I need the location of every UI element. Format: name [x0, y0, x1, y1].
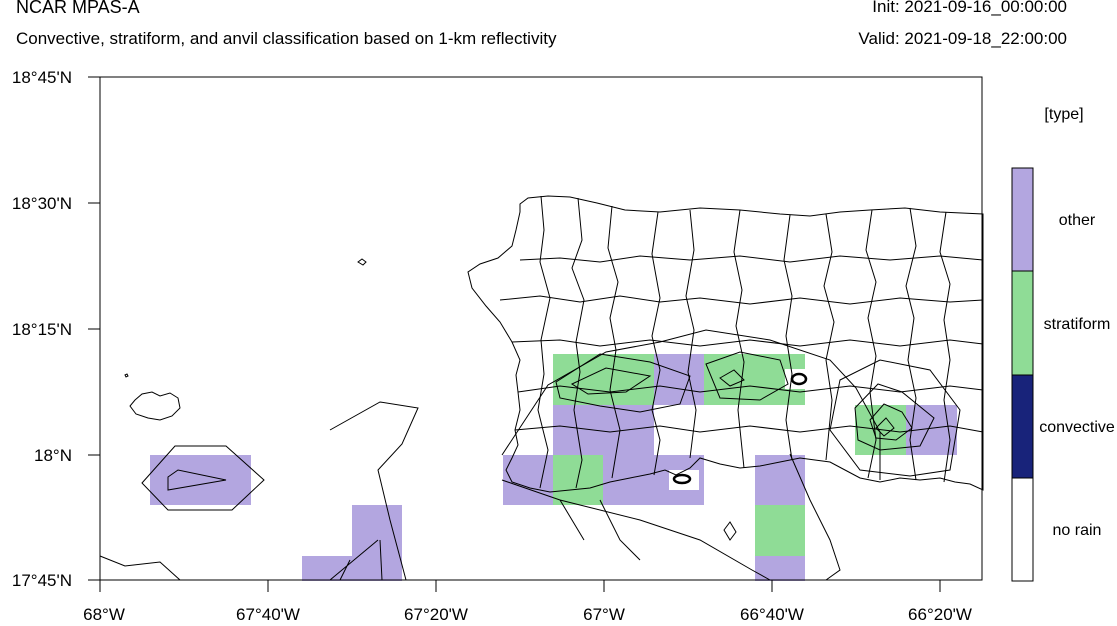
legend-label: other [1059, 212, 1096, 229]
x-ticks [99, 580, 941, 592]
legend-swatch-stratiform [1011, 270, 1034, 376]
municipal-boundaries [499, 195, 984, 489]
y-ticks [88, 76, 100, 581]
map-subtitle: Convective, stratiform, and anvil classi… [16, 29, 557, 48]
puerto-rico-coastline [467, 195, 984, 493]
stratiform-cells [553, 354, 906, 556]
legend-swatch-other [1011, 167, 1034, 272]
legend-title: [type] [1044, 106, 1083, 123]
legend-swatch-convective [1011, 374, 1034, 479]
legend-label: stratiform [1044, 316, 1111, 333]
y-tick-label: 18°15'N [12, 320, 72, 339]
mona-island [129, 391, 181, 421]
other-cell [150, 455, 251, 505]
legend-swatch-no-rain [1011, 477, 1034, 582]
southwest-coast-edge [99, 555, 181, 581]
y-tick-label: 17°45'N [12, 571, 72, 590]
y-tick-label: 18°N [34, 446, 72, 465]
contours [141, 329, 961, 581]
legend-label: no rain [1053, 522, 1102, 539]
x-tick-label: 67°40'W [236, 605, 300, 624]
legend-label: convective [1039, 419, 1115, 436]
valid-time: Valid: 2021-09-18_22:00:00 [858, 29, 1067, 48]
islet [124, 373, 129, 378]
y-tick-label: 18°45'N [12, 68, 72, 87]
caja-de-muertos [723, 521, 737, 541]
no-rain-cell [654, 405, 704, 455]
x-tick-label: 66°40'W [740, 605, 804, 624]
x-tick-label: 66°20'W [908, 605, 972, 624]
y-tick-label: 18°30'N [12, 194, 72, 213]
no-rain-cell [785, 369, 805, 389]
init-time: Init: 2021-09-16_00:00:00 [872, 0, 1067, 16]
coastlines [99, 195, 984, 581]
stratiform-cell [755, 505, 805, 556]
other-cell [352, 505, 402, 581]
map-title: NCAR MPAS-A [16, 0, 140, 17]
x-tick-label: 67°W [583, 605, 625, 624]
x-tick-label: 67°20'W [404, 605, 468, 624]
legend: [type] other stratiform convective no ra… [1011, 106, 1115, 582]
x-tick-label: 68°W [83, 605, 125, 624]
stratiform-cell [553, 354, 654, 405]
desecheo-island [357, 258, 367, 266]
small-rings [672, 372, 808, 485]
